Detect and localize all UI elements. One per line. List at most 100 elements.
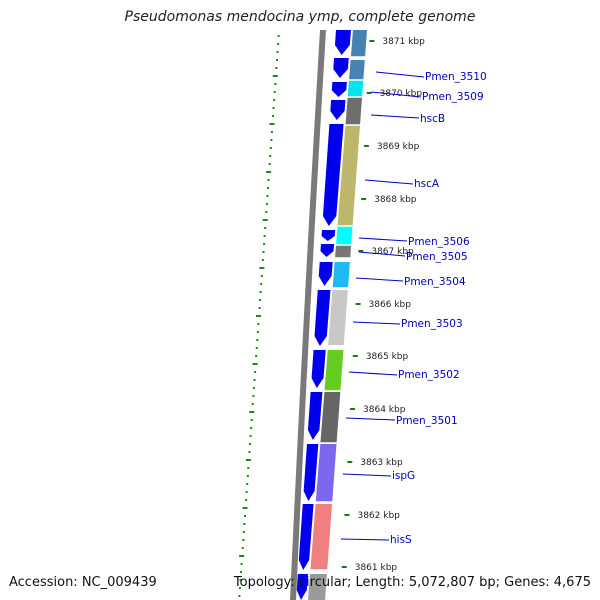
gc-dot <box>272 107 275 109</box>
gene-label-Pmen_3510[interactable]: Pmen_3510 <box>425 71 487 83</box>
scale-tick-label: 3869 kbp <box>377 142 420 152</box>
gc-dot <box>263 243 266 245</box>
gc-dot <box>245 459 251 461</box>
gc-dot <box>266 195 269 197</box>
forward-cds-arrow <box>331 82 347 97</box>
gene-label-Pmen_3509[interactable]: Pmen_3509 <box>422 91 484 103</box>
gene-label-hisS[interactable]: hisS <box>390 534 412 546</box>
topology-text: Topology: circular; Length: 5,072,807 bp… <box>233 575 591 590</box>
gc-dot <box>265 211 268 213</box>
forward-cds-arrow <box>311 350 326 388</box>
gene-block-ispG[interactable] <box>315 444 337 502</box>
forward-cds-arrow <box>296 574 309 600</box>
gene-label-Pmen_3506[interactable]: Pmen_3506 <box>408 236 470 248</box>
gc-dot <box>266 171 272 173</box>
scale-tick <box>366 92 372 94</box>
gene-block-hscB[interactable] <box>345 97 363 125</box>
gene-leader-line <box>364 179 414 185</box>
gene-block-Pmen_3510[interactable] <box>349 60 365 80</box>
gene-label-ispG[interactable]: ispG <box>392 470 415 482</box>
gc-dot <box>255 347 258 349</box>
gc-dot <box>267 179 270 181</box>
gc-dot <box>247 467 250 469</box>
gene-block-Pmen_3504[interactable] <box>332 262 350 288</box>
forward-cds-arrow <box>298 504 314 570</box>
gene-label-hscA[interactable]: hscA <box>414 178 440 190</box>
backbone-track <box>290 30 326 600</box>
gene-block-Pmen_3505[interactable] <box>335 245 352 258</box>
gene-leader-line <box>370 114 420 119</box>
gc-dot <box>246 483 249 485</box>
scale-tick-label: 3868 kbp <box>374 195 417 205</box>
gc-dot <box>252 395 255 397</box>
gc-dot <box>259 267 265 269</box>
gene-block-Pmen_3503[interactable] <box>328 290 348 345</box>
gene-label-Pmen_3505[interactable]: Pmen_3505 <box>406 251 468 263</box>
gc-dot <box>239 555 245 557</box>
forward-cds-track <box>296 30 351 600</box>
gc-dot <box>270 139 273 141</box>
scale-tick <box>352 355 358 357</box>
gene-block-hisS[interactable] <box>310 504 333 570</box>
gene-leader-line <box>375 71 425 78</box>
gc-dot <box>246 475 249 477</box>
gc-dot <box>275 67 278 69</box>
scale-tick-label: 3871 kbp <box>382 37 425 47</box>
scale-tick-label: 3866 kbp <box>369 300 412 310</box>
scale-tick-label: 3867 kbp <box>371 247 414 257</box>
gc-dot <box>277 43 280 45</box>
gc-dot <box>244 515 246 517</box>
gc-dot <box>249 435 252 437</box>
gc-dot <box>276 59 278 61</box>
gc-dot <box>250 427 253 429</box>
scale-tick <box>350 408 356 410</box>
forward-cds-arrow <box>303 444 319 501</box>
gc-dot <box>252 363 258 365</box>
gene-block <box>308 574 327 600</box>
scale-tick <box>347 461 353 463</box>
gene-leader-line <box>345 417 396 421</box>
gc-dot <box>258 307 261 309</box>
gc-dot <box>277 35 280 37</box>
gene-label-Pmen_3503[interactable]: Pmen_3503 <box>401 318 463 330</box>
gc-dot <box>248 451 251 453</box>
gc-dot <box>274 83 277 85</box>
gc-dot <box>250 419 253 421</box>
forward-cds-arrow <box>330 100 346 120</box>
gc-dot <box>253 379 256 381</box>
gc-dot <box>265 203 268 205</box>
gc-dot <box>261 259 264 261</box>
gc-dot <box>259 291 262 293</box>
gc-dot <box>240 563 243 565</box>
gc-dot <box>260 283 263 285</box>
gene-block-hscA[interactable] <box>337 125 360 226</box>
scale-tick <box>369 40 375 42</box>
scale-tick-label: 3863 kbp <box>360 458 403 468</box>
gc-dot <box>249 411 255 413</box>
gene-block-Pmen_3506[interactable] <box>336 226 353 245</box>
gc-dot <box>242 507 248 509</box>
gene-block-Pmen_3509[interactable] <box>347 80 364 97</box>
gc-dot <box>269 155 272 157</box>
scale-tick-label: 3864 kbp <box>363 405 406 415</box>
gc-dot <box>269 147 272 149</box>
gene-label-Pmen_3504[interactable]: Pmen_3504 <box>404 276 466 288</box>
forward-cds-arrow <box>333 58 349 78</box>
forward-cds-arrow <box>321 230 336 241</box>
gene-leader-line <box>352 321 401 325</box>
gc-dot <box>240 571 242 573</box>
gc-dot <box>268 163 271 165</box>
gc-content-track <box>238 35 280 597</box>
forward-cds-arrow <box>314 290 331 346</box>
forward-cds-arrow <box>307 392 323 440</box>
gene-label-Pmen_3501[interactable]: Pmen_3501 <box>396 415 458 427</box>
gene-label-hscB[interactable]: hscB <box>420 113 445 125</box>
gene-block-Pmen_3501[interactable] <box>320 392 341 443</box>
gc-dot <box>254 371 257 373</box>
gene-block-Pmen_3502[interactable] <box>324 350 344 391</box>
gc-dot <box>242 531 245 533</box>
gene-label-Pmen_3502[interactable]: Pmen_3502 <box>398 369 460 381</box>
scale-tick-label: 3861 kbp <box>355 563 398 573</box>
gc-dot <box>239 579 242 581</box>
